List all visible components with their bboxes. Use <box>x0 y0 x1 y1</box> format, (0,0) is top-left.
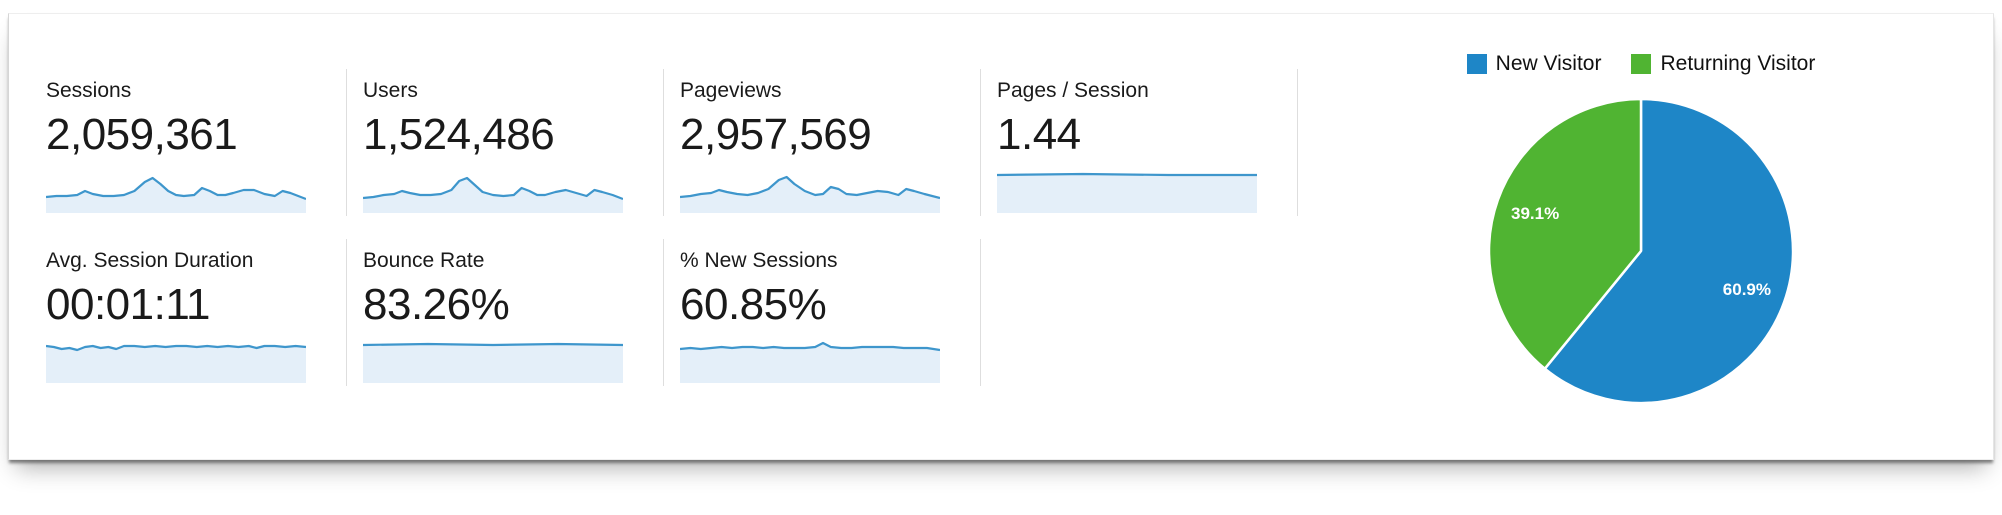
sparkline-users <box>363 169 623 213</box>
metrics-row-1: Sessions 2,059,361 Users 1,524,486 Pagev… <box>46 69 1314 216</box>
metric-card-sessions[interactable]: Sessions 2,059,361 <box>46 69 347 216</box>
metric-label: Bounce Rate <box>363 249 485 272</box>
metric-card-pages-per-session[interactable]: Pages / Session 1.44 <box>997 69 1298 216</box>
pie-slice-label: 39.1% <box>1511 204 1559 223</box>
metric-label: % New Sessions <box>680 249 838 272</box>
sparkline-sessions <box>46 169 306 213</box>
legend-label: New Visitor <box>1495 52 1602 75</box>
visitor-type-chart-block: New Visitor Returning Visitor 60.9% 39.1% <box>1466 52 1815 411</box>
legend-label: Returning Visitor <box>1660 52 1816 75</box>
sparkline-bounce-rate <box>363 339 623 383</box>
metric-value: 2,957,569 <box>680 110 872 159</box>
metric-label: Pages / Session <box>997 79 1149 102</box>
legend-swatch-new-visitor-icon <box>1466 54 1487 74</box>
metric-value: 1,524,486 <box>363 110 555 159</box>
metric-value: 00:01:11 <box>46 280 211 329</box>
metric-label: Sessions <box>46 79 132 102</box>
metric-label: Pageviews <box>680 79 782 102</box>
metric-label: Users <box>363 79 418 102</box>
sparkline-pageviews <box>680 169 940 213</box>
metric-value: 1.44 <box>997 110 1081 159</box>
sparkline-pages-per-session <box>997 169 1257 213</box>
metric-card-avg-session-duration[interactable]: Avg. Session Duration 00:01:11 <box>46 239 347 386</box>
pie-slice-returning-visitor[interactable] <box>1487 97 1643 370</box>
analytics-summary-card: Sessions 2,059,361 Users 1,524,486 Pagev… <box>8 13 1994 460</box>
pie-legend: New Visitor Returning Visitor <box>1466 52 1815 76</box>
legend-item-returning-visitor: Returning Visitor <box>1631 52 1815 76</box>
metric-value: 83.26% <box>363 280 510 329</box>
pie-slice-new-visitor[interactable] <box>1543 97 1795 405</box>
metric-value: 60.85% <box>680 280 827 329</box>
metric-value: 2,059,361 <box>46 110 238 159</box>
visitor-type-pie-chart: 60.9% 39.1% <box>1487 97 1795 405</box>
metrics-row-2: Avg. Session Duration 00:01:11 Bounce Ra… <box>46 239 997 386</box>
sparkline-avg-session-duration <box>46 339 306 383</box>
metric-card-users[interactable]: Users 1,524,486 <box>363 69 664 216</box>
metric-card-pageviews[interactable]: Pageviews 2,957,569 <box>680 69 981 216</box>
metric-card-percent-new-sessions[interactable]: % New Sessions 60.85% <box>680 239 981 386</box>
legend-item-new-visitor: New Visitor <box>1466 52 1602 76</box>
pie-slice-label: 60.9% <box>1723 280 1771 299</box>
legend-swatch-returning-visitor-icon <box>1631 54 1652 74</box>
metric-card-bounce-rate[interactable]: Bounce Rate 83.26% <box>363 239 664 386</box>
sparkline-percent-new-sessions <box>680 339 940 383</box>
metric-label: Avg. Session Duration <box>46 249 254 272</box>
